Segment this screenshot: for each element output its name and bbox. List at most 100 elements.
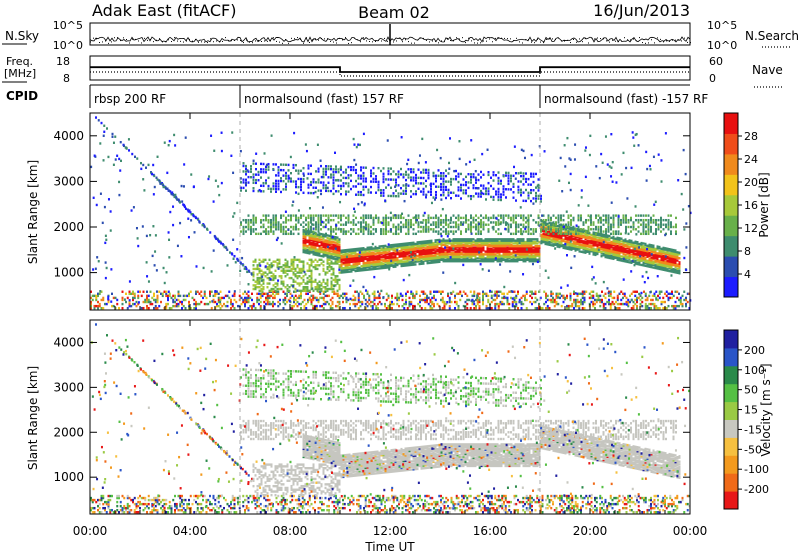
scatter-cell [289,292,292,296]
scatter-cell [342,262,345,266]
scatter-cell [612,221,615,224]
scatter-cell [577,232,580,236]
scatter-cell [347,214,350,217]
scatter-cell [140,294,143,298]
scatter-cell [325,184,327,187]
scatter-cell [367,216,370,220]
scatter-cell [440,177,442,180]
scatter-cell [285,232,287,236]
scatter-cell [418,257,421,260]
scatter-cell [518,238,521,241]
scatter-cell [242,164,245,168]
noise-search-point [174,37,175,39]
scatter-cell [266,302,269,306]
scatter-cell [436,260,439,264]
scatter-cell [607,216,610,220]
scatter-cell [270,225,272,229]
scatter-cell [316,253,319,257]
scatter-cell [400,260,403,264]
scatter-cell [275,218,277,222]
scatter-cell [535,186,537,189]
scatter-cell [424,258,427,261]
scatter-cell [405,178,407,182]
scatter-cell [438,242,441,246]
scatter-cell [445,230,447,233]
scatter-cell [380,264,383,267]
scatter-cell [252,221,255,224]
scatter-cell [545,230,547,233]
scatter-cell [412,248,415,251]
noise-search-point [408,41,409,43]
scatter-cell [452,257,455,260]
scatter-cell [465,228,467,231]
scatter-cell [312,232,315,235]
scatter-cell [165,302,168,306]
scatter-cell [200,290,203,293]
scatter-cell [424,243,427,246]
scatter-cell [660,216,662,220]
scatter-cell [179,201,181,204]
scatter-cell [550,223,552,226]
scatter-cell [170,306,173,310]
scatter-cell [344,265,347,268]
scatter-cell [332,246,335,249]
scatter-cell [512,185,515,188]
scatter-cell [335,170,337,174]
scatter-cell [328,242,331,246]
scatter-cell [505,188,507,191]
noise-search-point [621,40,622,42]
scatter-cell [318,235,321,238]
scatter-cell [470,258,473,262]
scatter-cell [647,223,650,226]
scatter-cell [147,298,150,302]
scatter-cell [468,250,471,253]
scatter-cell [325,214,327,217]
scatter-cell [231,253,234,256]
frequency-data [90,66,690,77]
scatter-cell [347,176,350,180]
scatter-cell [428,242,431,245]
scatter-cell [638,242,641,246]
scatter-cell [468,255,471,259]
scatter-cell [286,292,288,296]
scatter-cell [600,232,602,236]
scatter-cell [374,266,377,269]
scatter-cell [532,254,535,257]
scatter-cell [348,256,351,260]
scatter-cell [434,243,437,246]
scatter-cell [385,218,387,222]
scatter-cell [460,251,463,255]
scatter-cell [300,177,302,181]
scatter-cell [495,223,497,226]
scatter-cell [388,245,391,248]
scatter-cell [327,167,330,171]
scatter-cell [512,216,515,220]
scatter-cell [233,294,236,298]
scatter-cell [440,257,443,260]
scatter-cell [334,238,337,242]
scatter-cell [422,171,425,174]
scatter-cell [310,243,313,246]
scatter-cell [352,223,355,226]
noise-search-point [405,39,406,41]
scatter-cell [358,262,361,265]
scatter-cell [378,249,381,252]
scatter-cell [357,228,360,231]
scatter-cell [297,177,300,181]
scatter-cell [434,258,437,261]
scatter-cell [634,240,637,243]
scatter-cell [384,255,387,258]
scatter-cell [267,184,270,188]
scatter-cell [617,221,620,224]
scatter-cell [368,258,371,262]
scatter-cell [380,253,383,256]
scatter-cell [465,181,467,184]
scatter-cell [605,214,607,217]
scatter-cell [587,225,590,229]
scatter-cell [676,267,679,270]
scatter-cell [625,225,627,229]
scatter-cell [555,223,557,226]
scatter-cell [650,228,652,231]
scatter-cell [279,298,281,302]
scatter-cell [392,257,395,260]
